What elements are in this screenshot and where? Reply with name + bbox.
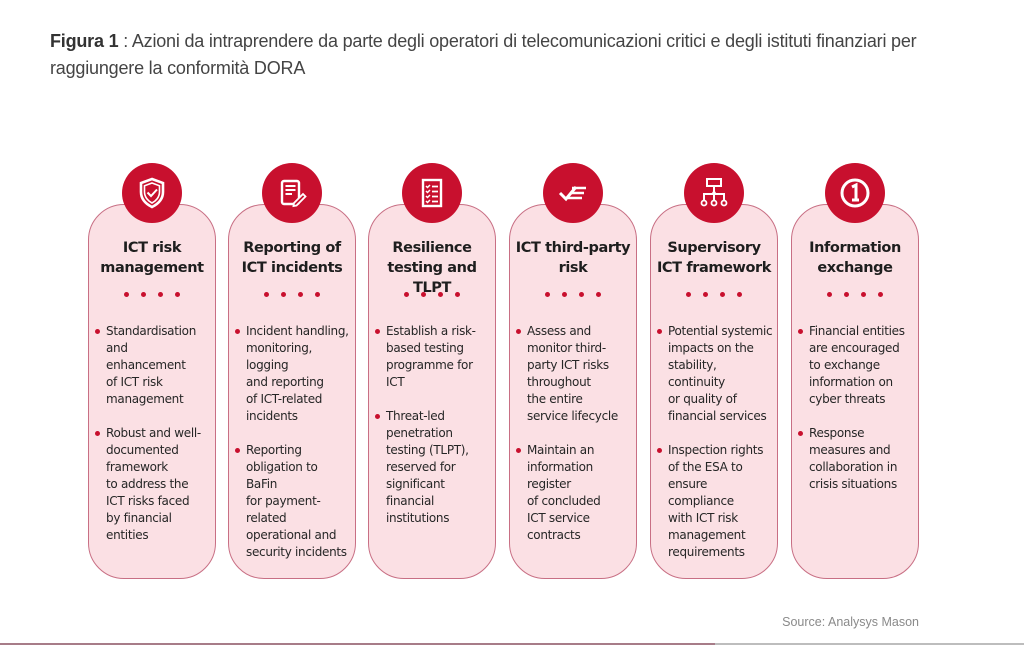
bullet-list: Incident handling, monitoring, logging a… bbox=[233, 323, 351, 578]
shield-check-icon bbox=[122, 163, 182, 223]
figure-caption-text: : Azioni da intraprendere da parte degli… bbox=[50, 31, 917, 78]
card-ict-risk-management: ICT risk management Standardisation and … bbox=[88, 163, 216, 579]
bottom-rule-accent bbox=[0, 643, 715, 645]
bullet-item: Inspection rights of the ESA to ensure c… bbox=[655, 442, 773, 561]
bottom-rule bbox=[0, 643, 1024, 645]
bullet-item: Reporting obligation to BaFin for paymen… bbox=[233, 442, 351, 561]
bullet-item: Incident handling, monitoring, logging a… bbox=[233, 323, 351, 425]
bullet-item: Potential systemic impacts on the stabil… bbox=[655, 323, 773, 425]
dots-divider bbox=[229, 292, 355, 297]
info-icon bbox=[825, 163, 885, 223]
dots-divider bbox=[651, 292, 777, 297]
dora-actions-diagram: ICT risk management Standardisation and … bbox=[88, 163, 919, 579]
document-edit-icon bbox=[262, 163, 322, 223]
bullet-item: Assess and monitor third- party ICT risk… bbox=[514, 323, 632, 425]
bullet-item: Financial entities are encouraged to exc… bbox=[796, 323, 914, 408]
bullet-item: Response measures and collaboration in c… bbox=[796, 425, 914, 493]
card-reporting-ict-incidents: Reporting of ICT incidents Incident hand… bbox=[228, 163, 356, 579]
figure-caption: Figura 1 : Azioni da intraprendere da pa… bbox=[50, 28, 930, 82]
card-resilience-testing: Resilience testing and TLPT Establish a … bbox=[368, 163, 496, 579]
card-ict-third-party-risk: ICT third-party risk Assess and monitor … bbox=[509, 163, 637, 579]
card-supervisory-ict-framework: Supervisory ICT framework Potential syst… bbox=[650, 163, 778, 579]
bullet-list: Financial entities are encouraged to exc… bbox=[796, 323, 914, 510]
dots-divider bbox=[369, 292, 495, 297]
figure-label: Figura 1 bbox=[50, 31, 119, 51]
bullet-item: Threat-led penetration testing (TLPT), r… bbox=[373, 408, 491, 527]
bullet-list: Standardisation and enhancement of ICT r… bbox=[93, 323, 211, 561]
bullet-item: Maintain an information register of conc… bbox=[514, 442, 632, 544]
bullet-item: Robust and well- documented framework to… bbox=[93, 425, 211, 544]
bullet-item: Establish a risk- based testing programm… bbox=[373, 323, 491, 391]
source-note: Source: Analysys Mason bbox=[782, 615, 919, 629]
card-title: Reporting of ICT incidents bbox=[241, 240, 343, 276]
card-information-exchange: Information exchange Financial entities … bbox=[791, 163, 919, 579]
hierarchy-icon bbox=[684, 163, 744, 223]
card-title: Resilience testing and TLPT bbox=[387, 240, 477, 296]
bullet-list: Potential systemic impacts on the stabil… bbox=[655, 323, 773, 578]
card-title: ICT risk management bbox=[100, 240, 204, 276]
bullet-item: Standardisation and enhancement of ICT r… bbox=[93, 323, 211, 408]
dots-divider bbox=[792, 292, 918, 297]
card-title: Supervisory ICT framework bbox=[656, 240, 772, 276]
dots-divider bbox=[510, 292, 636, 297]
checklist-icon bbox=[402, 163, 462, 223]
card-title: Information exchange bbox=[809, 240, 901, 276]
dots-divider bbox=[89, 292, 215, 297]
check-list-lines-icon bbox=[543, 163, 603, 223]
bullet-list: Assess and monitor third- party ICT risk… bbox=[514, 323, 632, 561]
bullet-list: Establish a risk- based testing programm… bbox=[373, 323, 491, 544]
card-title: ICT third-party risk bbox=[515, 240, 631, 276]
